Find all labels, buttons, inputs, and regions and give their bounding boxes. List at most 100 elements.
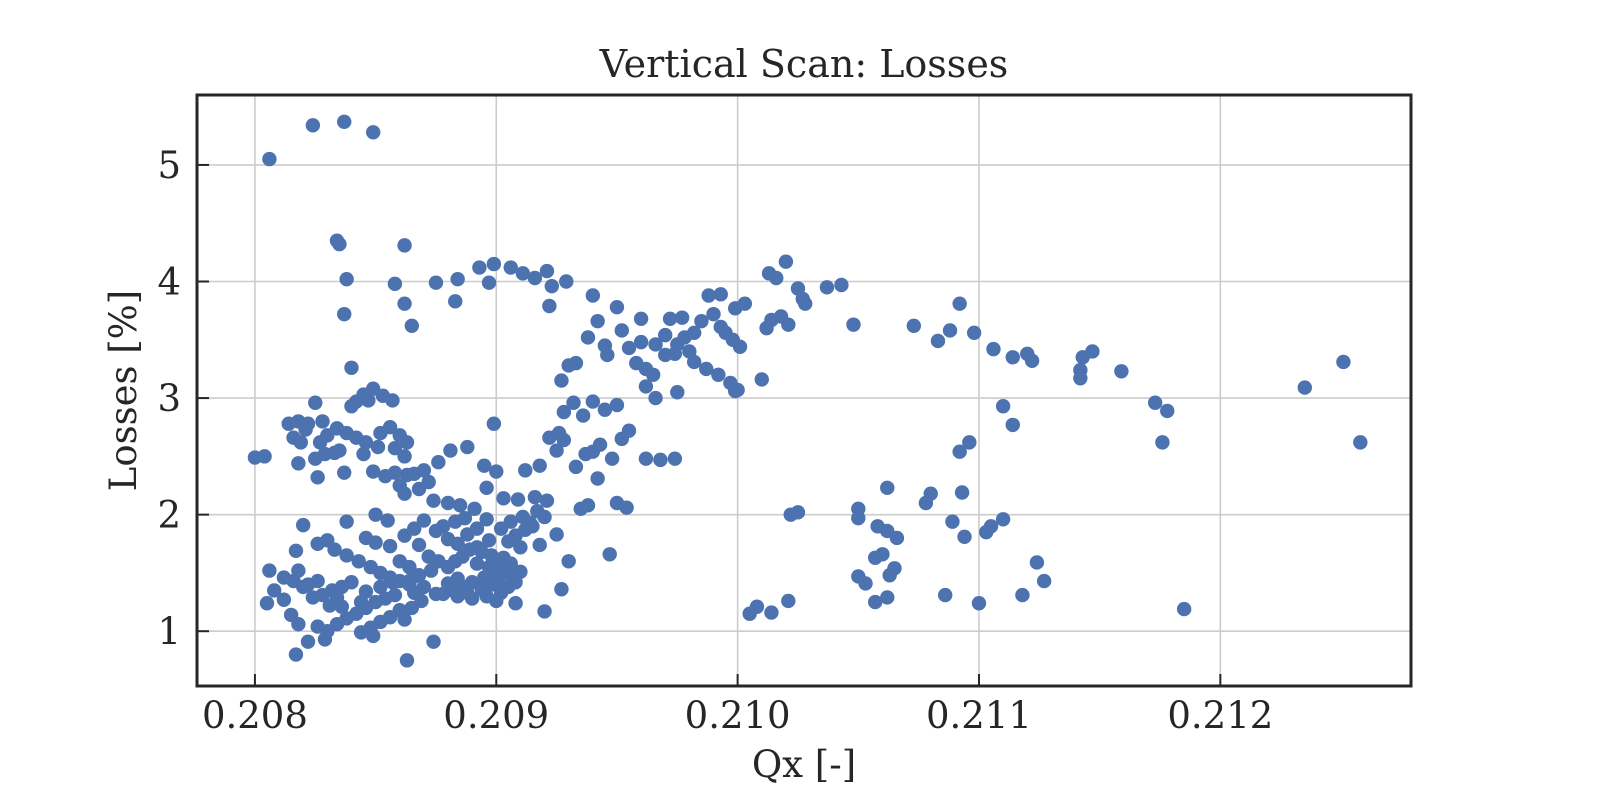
data-point — [846, 317, 861, 332]
data-point — [781, 593, 796, 609]
data-point — [472, 260, 487, 275]
data-point — [339, 271, 354, 287]
data-point — [1015, 587, 1030, 603]
data-point — [638, 379, 654, 394]
data-point — [513, 540, 528, 555]
data-point — [305, 118, 321, 133]
data-point — [353, 625, 369, 640]
data-point — [590, 313, 605, 329]
data-point — [737, 296, 753, 311]
data-point — [983, 519, 999, 534]
data-point — [515, 266, 531, 281]
data-point — [262, 151, 277, 167]
data-point — [276, 570, 292, 585]
data-point — [1024, 353, 1040, 368]
data-point — [481, 559, 497, 575]
axis-ticks: 0.208 0.209 0.210 0.211 0.212 1 2 3 4 5 — [157, 144, 1273, 737]
data-point — [834, 277, 849, 293]
data-point — [867, 594, 883, 610]
data-point — [590, 471, 605, 486]
data-point — [380, 513, 395, 528]
data-point — [365, 464, 381, 479]
data-point — [614, 323, 629, 338]
data-point — [1297, 380, 1313, 395]
data-point — [404, 600, 420, 616]
data-point — [937, 587, 953, 603]
data-point — [614, 431, 629, 447]
data-point — [942, 323, 958, 338]
data-point — [706, 306, 721, 322]
data-point — [549, 443, 564, 458]
data-point — [728, 383, 743, 399]
data-point — [477, 458, 492, 473]
data-point — [648, 337, 663, 352]
data-point — [1160, 403, 1175, 419]
data-point — [781, 317, 796, 332]
data-point — [645, 367, 661, 382]
x-tick-label: 0.212 — [1167, 694, 1273, 737]
data-point — [686, 354, 702, 370]
data-point — [609, 299, 625, 315]
data-point — [1336, 354, 1351, 370]
data-point — [489, 464, 504, 479]
data-point — [310, 573, 325, 589]
data-point — [337, 306, 352, 322]
data-point — [443, 443, 458, 458]
data-point — [426, 493, 441, 508]
data-point — [554, 373, 569, 388]
data-point — [460, 439, 475, 455]
data-point — [621, 340, 637, 356]
data-point — [257, 449, 272, 464]
data-point — [337, 114, 352, 130]
data-point — [761, 266, 777, 281]
data-point — [575, 408, 591, 423]
data-point — [503, 260, 518, 275]
data-point — [957, 529, 972, 544]
data-point — [585, 394, 601, 409]
data-point — [404, 318, 420, 334]
data-point — [423, 563, 439, 578]
data-point — [559, 274, 574, 289]
data-point — [522, 515, 538, 531]
data-point — [732, 339, 748, 354]
data-point — [1155, 435, 1170, 450]
data-point — [387, 276, 403, 292]
data-point — [749, 599, 765, 614]
y-tick-label: 3 — [157, 377, 181, 420]
data-point — [518, 463, 533, 478]
data-point — [539, 493, 555, 508]
data-point — [382, 538, 398, 554]
data-point — [537, 604, 552, 619]
data-point — [344, 399, 359, 414]
data-point — [501, 565, 516, 581]
data-point — [790, 505, 806, 520]
data-point — [387, 465, 403, 480]
data-point — [344, 360, 359, 375]
data-point — [537, 509, 552, 525]
data-point — [329, 590, 345, 605]
data-point — [952, 296, 967, 311]
data-point — [1073, 371, 1088, 386]
data-point — [995, 512, 1011, 527]
data-point — [448, 294, 463, 309]
data-point — [440, 495, 456, 511]
data-point — [460, 585, 475, 600]
data-point — [370, 439, 386, 455]
data-point — [510, 492, 526, 507]
data-point — [798, 296, 813, 311]
data-point — [573, 501, 588, 517]
data-point — [954, 485, 970, 500]
data-point — [945, 514, 960, 529]
data-point — [373, 579, 388, 595]
data-point — [479, 512, 494, 527]
data-point — [906, 318, 922, 334]
data-point — [1005, 417, 1020, 433]
data-point — [387, 441, 403, 456]
data-point — [1147, 395, 1163, 410]
data-point — [952, 444, 967, 459]
data-point — [880, 480, 895, 496]
data-point — [971, 596, 987, 611]
data-point — [653, 452, 668, 468]
data-point — [966, 325, 982, 340]
data-point — [411, 537, 427, 553]
